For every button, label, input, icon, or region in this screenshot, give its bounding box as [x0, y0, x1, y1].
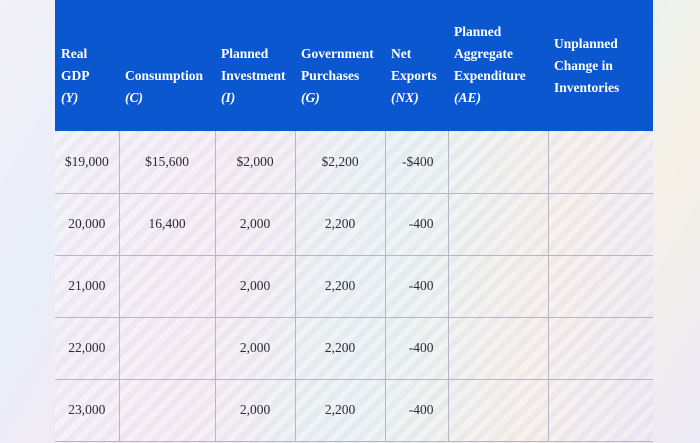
header-real-gdp: Real GDP (Y) [55, 0, 119, 131]
cell-consumption [119, 255, 216, 318]
cell-government-purchases: 2,200 [295, 255, 386, 318]
cell-planned-aggregate-expenditure [448, 317, 549, 380]
cell-real-gdp: 22,000 [55, 317, 120, 380]
cell-consumption: $15,600 [119, 131, 216, 194]
header-government-purchases: Government Purchases (G) [295, 0, 385, 131]
cell-net-exports: -400 [385, 255, 449, 318]
cell-net-exports: -400 [385, 379, 449, 442]
cell-net-exports: -$400 [385, 131, 449, 194]
aggregate-expenditure-table: Real GDP (Y) Consumption (C) Planned Inv… [55, 0, 653, 442]
cell-net-exports: -400 [385, 193, 449, 256]
header-net-exports: Net Exports (NX) [385, 0, 448, 131]
cell-planned-aggregate-expenditure [448, 379, 549, 442]
table-row: $19,000 $15,600 $2,000 $2,200 -$400 [55, 131, 653, 194]
header-unplanned-change-in-inventories: Unplanned Change in Inventories [548, 0, 653, 131]
cell-planned-investment: 2,000 [215, 317, 296, 380]
cell-planned-investment: 2,000 [215, 255, 296, 318]
cell-real-gdp: 23,000 [55, 379, 120, 442]
cell-consumption [119, 379, 216, 442]
cell-real-gdp: 21,000 [55, 255, 120, 318]
cell-unplanned-change-in-inventories [548, 317, 653, 380]
table-row: 21,000 2,000 2,200 -400 [55, 255, 653, 318]
table-row: 22,000 2,000 2,200 -400 [55, 317, 653, 380]
table-header-row: Real GDP (Y) Consumption (C) Planned Inv… [55, 0, 653, 131]
header-planned-aggregate-expenditure: Planned Aggregate Expenditure (AE) [448, 0, 548, 131]
cell-planned-aggregate-expenditure [448, 193, 549, 256]
cell-unplanned-change-in-inventories [548, 379, 653, 442]
cell-planned-aggregate-expenditure [448, 131, 549, 194]
cell-net-exports: -400 [385, 317, 449, 380]
cell-planned-investment: $2,000 [215, 131, 296, 194]
cell-unplanned-change-in-inventories [548, 255, 653, 318]
cell-consumption [119, 317, 216, 380]
header-consumption: Consumption (C) [119, 0, 215, 131]
cell-real-gdp: $19,000 [55, 131, 120, 194]
cell-unplanned-change-in-inventories [548, 193, 653, 256]
cell-unplanned-change-in-inventories [548, 131, 653, 194]
cell-government-purchases: 2,200 [295, 317, 386, 380]
cell-planned-investment: 2,000 [215, 379, 296, 442]
cell-government-purchases: 2,200 [295, 193, 386, 256]
table-row: 20,000 16,400 2,000 2,200 -400 [55, 193, 653, 256]
cell-planned-investment: 2,000 [215, 193, 296, 256]
cell-real-gdp: 20,000 [55, 193, 120, 256]
header-planned-investment: Planned Investment (I) [215, 0, 295, 131]
cell-government-purchases: $2,200 [295, 131, 386, 194]
table-row: 23,000 2,000 2,200 -400 [55, 379, 653, 442]
cell-planned-aggregate-expenditure [448, 255, 549, 318]
cell-government-purchases: 2,200 [295, 379, 386, 442]
textbook-page: Real GDP (Y) Consumption (C) Planned Inv… [55, 0, 653, 443]
cell-consumption: 16,400 [119, 193, 216, 256]
